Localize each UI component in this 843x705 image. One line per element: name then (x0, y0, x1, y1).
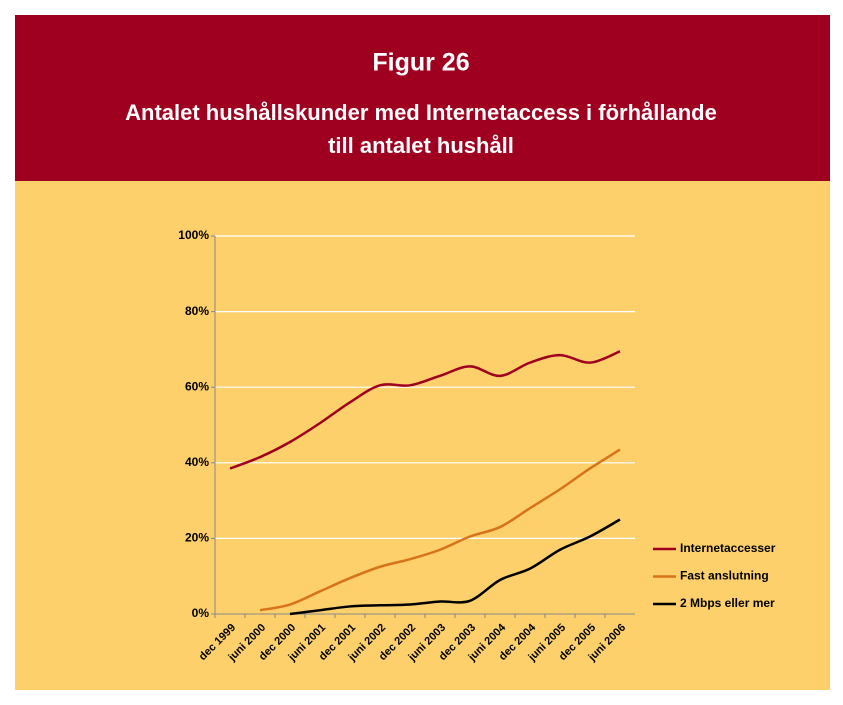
legend-label: Fast anslutning (680, 569, 769, 583)
legend-label: Internetaccesser (680, 541, 776, 555)
series-line (229, 350, 621, 470)
y-tick-label: 20% (185, 531, 209, 545)
panel-background (15, 181, 830, 690)
y-tick-label: 80% (185, 304, 209, 318)
y-tick-label: 100% (178, 228, 209, 242)
chart-title: Figur 26 (372, 49, 469, 77)
y-tick-label: 60% (185, 379, 209, 393)
chart-subtitle: till antalet hushåll (328, 133, 514, 158)
series-line (289, 518, 621, 616)
legend-label: 2 Mbps eller mer (680, 596, 775, 610)
chart-subtitle: Antalet hushållskunder med Internetacces… (125, 100, 717, 125)
y-tick-label: 0% (192, 606, 210, 620)
y-tick-label: 40% (185, 455, 209, 469)
header-background (15, 15, 830, 181)
series-line (259, 448, 621, 612)
